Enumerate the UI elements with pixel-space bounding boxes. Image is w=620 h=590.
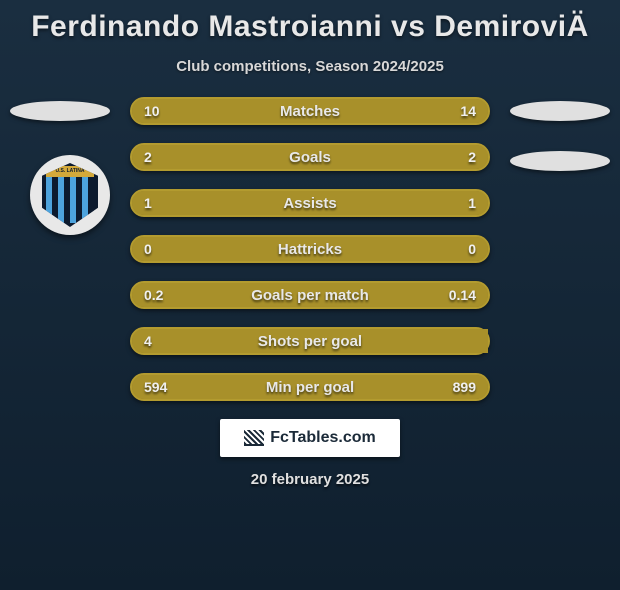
page-title: Ferdinando Mastroianni vs DemiroviÄ bbox=[0, 10, 620, 44]
stat-bar-label: Matches bbox=[132, 103, 488, 120]
stat-bar: Hattricks0 0 bbox=[130, 235, 490, 263]
club-badge-shield: U.S. LATINA CALCIO bbox=[42, 163, 98, 227]
club-badge-stripes bbox=[46, 177, 94, 223]
stat-value-left: 594 bbox=[144, 379, 167, 395]
stat-value-left: 2 bbox=[144, 149, 152, 165]
player-right-placeholder-ellipse bbox=[510, 101, 610, 121]
stat-value-right: 14 bbox=[460, 103, 476, 119]
stat-bar-label: Min per goal bbox=[132, 379, 488, 396]
club-badge: U.S. LATINA CALCIO bbox=[30, 155, 110, 235]
stat-bar-label: Goals per match bbox=[132, 287, 488, 304]
stat-value-right: 899 bbox=[453, 379, 476, 395]
player-left-placeholder-ellipse bbox=[10, 101, 110, 121]
footer-date: 20 february 2025 bbox=[0, 471, 620, 488]
comparison-arena: U.S. LATINA CALCIO Matches1014Goals22Ass… bbox=[0, 97, 620, 401]
stat-value-left: 4 bbox=[144, 333, 152, 349]
stat-bar: Assists1 1 bbox=[130, 189, 490, 217]
stat-value-left: 1 bbox=[144, 195, 152, 211]
player-right-placeholder-ellipse-2 bbox=[510, 151, 610, 171]
footer-brand[interactable]: FcTables.com bbox=[220, 419, 400, 457]
stat-bars-container: Matches10 14 Goals2 2 Assists1 1 Hattricks0 0 Go… bbox=[130, 97, 490, 401]
stat-bar-label: Goals bbox=[132, 149, 488, 166]
stat-value-left: 0 bbox=[144, 241, 152, 257]
stat-bar-label: Assists bbox=[132, 195, 488, 212]
stat-bar-label: Shots per goal bbox=[132, 333, 488, 350]
stat-value-left: 0.2 bbox=[144, 287, 163, 303]
stat-bar: Goals per match0.2 0.14 bbox=[130, 281, 490, 309]
stat-bar: Shots per goal4 bbox=[130, 327, 490, 355]
stat-value-left: 10 bbox=[144, 103, 160, 119]
stat-bar: Goals2 2 bbox=[130, 143, 490, 171]
footer-brand-text: FcTables.com bbox=[270, 429, 376, 447]
stat-bar: Min per goal594 899 bbox=[130, 373, 490, 401]
stat-value-right: 0 bbox=[468, 241, 476, 257]
stat-value-right: 0.14 bbox=[449, 287, 476, 303]
stat-value-right: 1 bbox=[468, 195, 476, 211]
stat-value-right: 2 bbox=[468, 149, 476, 165]
page-subtitle: Club competitions, Season 2024/2025 bbox=[0, 58, 620, 75]
stat-bar-label: Hattricks bbox=[132, 241, 488, 258]
stat-bar: Matches10 14 bbox=[130, 97, 490, 125]
club-badge-label: U.S. LATINA CALCIO bbox=[46, 166, 94, 177]
bar-chart-icon bbox=[244, 430, 264, 446]
